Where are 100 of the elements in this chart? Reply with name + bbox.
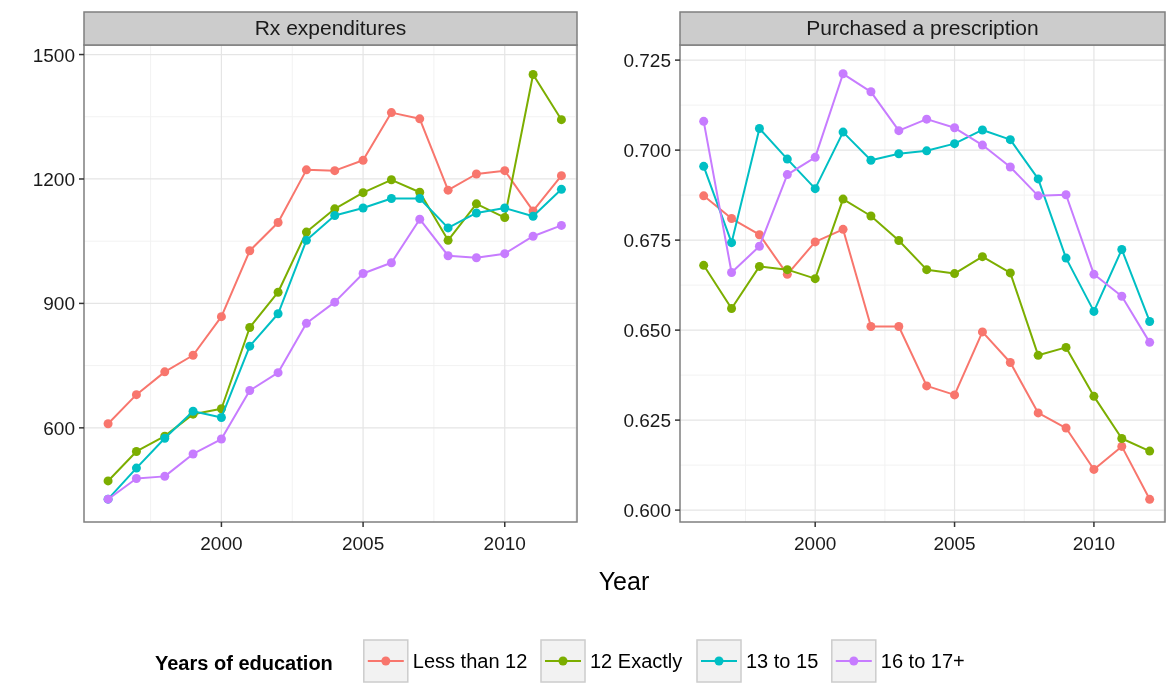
point [216,312,226,322]
legend-label: Less than 12 [412,650,528,672]
point [810,237,820,247]
point [301,165,311,175]
point [810,184,820,194]
y-tick-label: 0.725 [623,50,671,72]
point [216,412,226,422]
point [1117,291,1127,301]
x-tick-label: 2005 [341,533,385,554]
point [245,246,255,256]
y-tick-label: 0.700 [623,140,671,162]
point [556,171,566,181]
point [273,368,283,378]
point [131,390,141,400]
y-tick-label: 1200 [32,168,75,190]
point [894,322,904,332]
point [838,224,848,234]
point [727,304,737,314]
point [727,214,737,224]
point [103,476,113,486]
chart-title: Purchased a prescription [806,16,1039,39]
point [443,223,453,233]
point [1089,391,1099,401]
point [386,193,396,203]
point [950,269,960,279]
y-tick-label: 0.650 [623,320,671,342]
point [1145,494,1155,504]
point [245,341,255,351]
legend-label: 12 Exactly [590,650,683,672]
point [273,309,283,319]
legend-title: Years of education [155,652,333,674]
point [443,235,453,245]
point [1033,174,1043,184]
point [330,297,340,307]
point [528,69,538,79]
x-tick-label: 2000 [794,533,837,554]
point [386,175,396,185]
point [1033,350,1043,360]
point [754,124,764,134]
point [500,249,510,259]
point [188,449,198,459]
point [301,235,311,245]
point [1061,253,1071,263]
point [810,274,820,284]
point [500,166,510,176]
point [866,87,876,97]
point [699,116,709,126]
point [1033,191,1043,201]
point [1061,190,1071,200]
point [273,287,283,297]
point [415,214,425,224]
x-tick-label: 2000 [200,533,243,554]
point [838,194,848,204]
point [500,213,510,223]
point [1117,433,1127,443]
point [131,446,141,456]
point [977,327,987,337]
point [1005,268,1015,278]
point [556,115,566,125]
y-tick-label: 0.600 [623,500,671,522]
point [754,241,764,251]
point [1117,441,1127,451]
point [727,238,737,248]
y-tick-label: 1500 [32,44,75,66]
point [245,322,255,332]
point [358,203,368,213]
point [188,350,198,360]
point [977,140,987,150]
y-tick-label: 600 [43,417,75,439]
y-tick-label: 900 [43,293,75,315]
point [245,386,255,396]
point [699,191,709,201]
point [754,230,764,240]
point [894,149,904,159]
x-tick-label: 2010 [483,533,526,554]
point [1089,269,1099,279]
point [273,218,283,228]
point [358,188,368,198]
point [443,185,453,195]
point [1033,408,1043,418]
point [866,322,876,332]
point [1089,464,1099,474]
point [1061,342,1071,352]
x-tick-label: 2010 [1072,533,1116,554]
x-axis-title: Year [598,567,650,595]
point [782,265,792,275]
point [838,127,848,137]
point [131,463,141,473]
point [471,253,481,263]
point [922,381,932,391]
point [386,258,396,268]
point [301,227,311,237]
point [1005,135,1015,145]
point [894,235,904,245]
point [922,146,932,156]
point [1145,446,1155,456]
point [727,268,737,278]
legend-label: 16 to 17+ [880,650,965,672]
point [1005,358,1015,368]
point [358,155,368,165]
